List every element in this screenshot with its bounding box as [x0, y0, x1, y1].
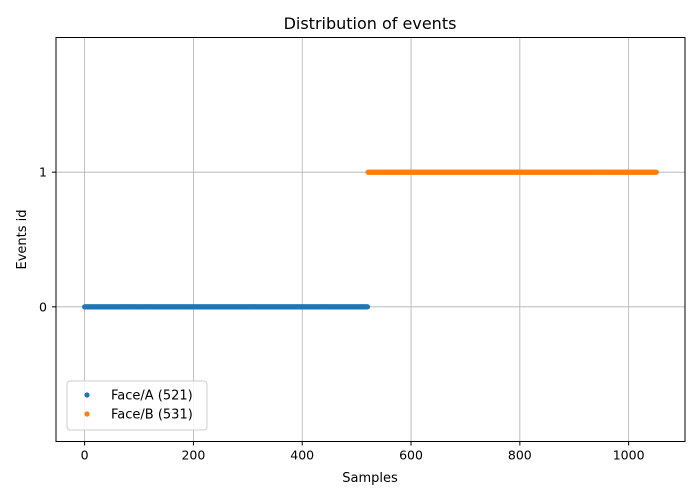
y-tick-label: 0	[39, 299, 47, 314]
x-axis-label: Samples	[342, 471, 398, 486]
data-point	[364, 304, 371, 310]
x-tick-label: 400	[290, 448, 314, 463]
y-axis-label: Events id	[15, 209, 30, 269]
x-tick-label: 600	[399, 448, 423, 463]
series-0	[82, 304, 371, 310]
chart-title: Distribution of events	[284, 14, 457, 33]
legend-marker-face-b	[84, 411, 90, 417]
x-tick-label: 200	[181, 448, 205, 463]
x-tick-label: 1000	[613, 448, 645, 463]
legend-box	[66, 380, 208, 431]
x-tick-label: 800	[508, 448, 532, 463]
legend-entry-face-b: Face/B (531)	[111, 408, 193, 423]
data-point	[653, 169, 659, 175]
legend: Face/A (521) Face/B (531)	[66, 380, 208, 431]
data-points	[82, 169, 659, 310]
legend-entry-face-a: Face/A (521)	[111, 389, 193, 404]
series-1	[365, 169, 659, 175]
x-tick-label: 0	[81, 448, 89, 463]
y-tick-label: 1	[39, 165, 47, 180]
axis-ticks: 0 200 400 600 800 1000 0 1	[39, 165, 645, 463]
plot-frame	[55, 37, 686, 442]
legend-marker-face-a	[84, 392, 90, 398]
